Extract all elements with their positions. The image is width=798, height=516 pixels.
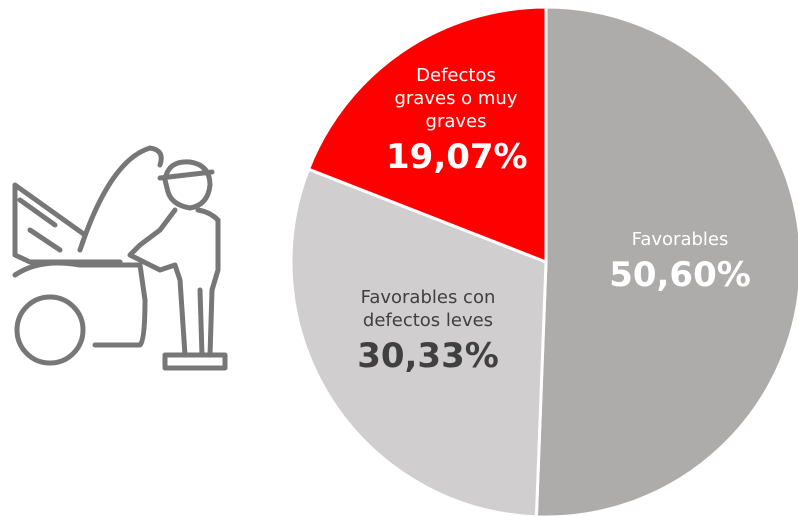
value-label: 50,60% (609, 255, 751, 295)
mechanic-icon (12, 145, 228, 371)
slice-label: Defectos graves o muy graves 19,07% (386, 64, 528, 179)
category-label: Defectos graves o muy graves (394, 65, 518, 132)
value-label: 19,07% (386, 137, 528, 177)
category-label: Favorables (631, 229, 729, 250)
slice-label: Favorables con defectos leves 30,33% (333, 286, 523, 378)
pie-slice (289, 167, 548, 516)
pie-slice (534, 5, 798, 516)
category-label: Favorables con defectos leves (360, 287, 496, 331)
value-label: 30,33% (357, 336, 499, 376)
slice-label: Favorables 50,60% (590, 228, 770, 297)
pie-slice (306, 5, 548, 265)
